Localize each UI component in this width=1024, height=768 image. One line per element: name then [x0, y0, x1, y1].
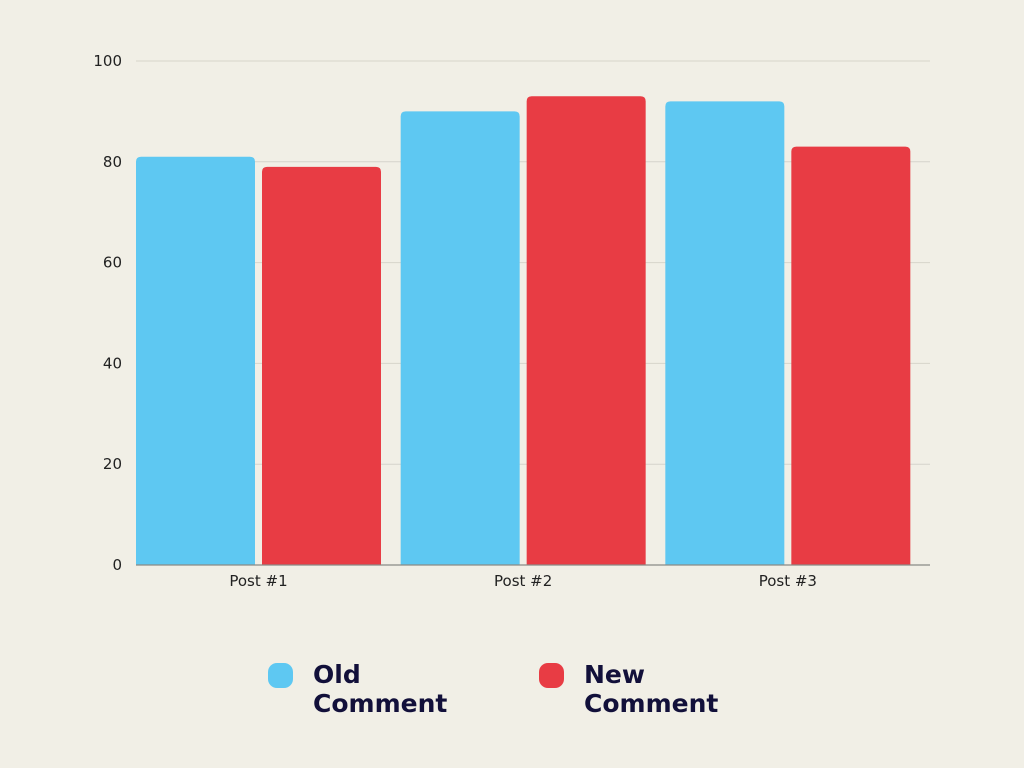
legend-label-new-comment: New Comment: [584, 660, 719, 718]
y-tick-label-60: 60: [103, 254, 122, 272]
x-tick-label-2: Post #2: [494, 572, 552, 590]
x-tick-label-1: Post #1: [229, 572, 287, 590]
legend-item-new-comment: New Comment: [539, 660, 734, 718]
bar-old-comment-1: [136, 156, 255, 565]
bar-old-comment-2: [400, 111, 520, 566]
y-tick-label-80: 80: [103, 153, 122, 171]
legend-label-old-comment: Old Comment: [313, 660, 448, 718]
x-axis-categories: Post #1 Post #2 Post #3: [229, 572, 817, 590]
y-tick-label-40: 40: [103, 354, 122, 372]
y-tick-label-100: 100: [93, 52, 122, 70]
bar-new-comment-3: [791, 146, 911, 565]
bar-new-comment-2: [526, 96, 646, 565]
y-axis-ticks: 0 20 40 60 80 100: [93, 52, 122, 574]
y-tick-label-0: 0: [112, 556, 122, 574]
bar-old-comment-3: [665, 101, 785, 565]
legend-swatch-old-comment: [268, 663, 293, 688]
bar-new-comment-1: [262, 166, 381, 565]
bar-chart: 0 20 40 60 80 100 Post #1 Post #2 Post #3: [93, 52, 930, 590]
legend: Old Comment New Comment: [268, 660, 734, 718]
bars: [136, 96, 911, 566]
legend-item-old-comment: Old Comment: [268, 660, 463, 718]
y-tick-label-20: 20: [103, 455, 122, 473]
x-tick-label-3: Post #3: [759, 572, 817, 590]
legend-swatch-new-comment: [539, 663, 564, 688]
